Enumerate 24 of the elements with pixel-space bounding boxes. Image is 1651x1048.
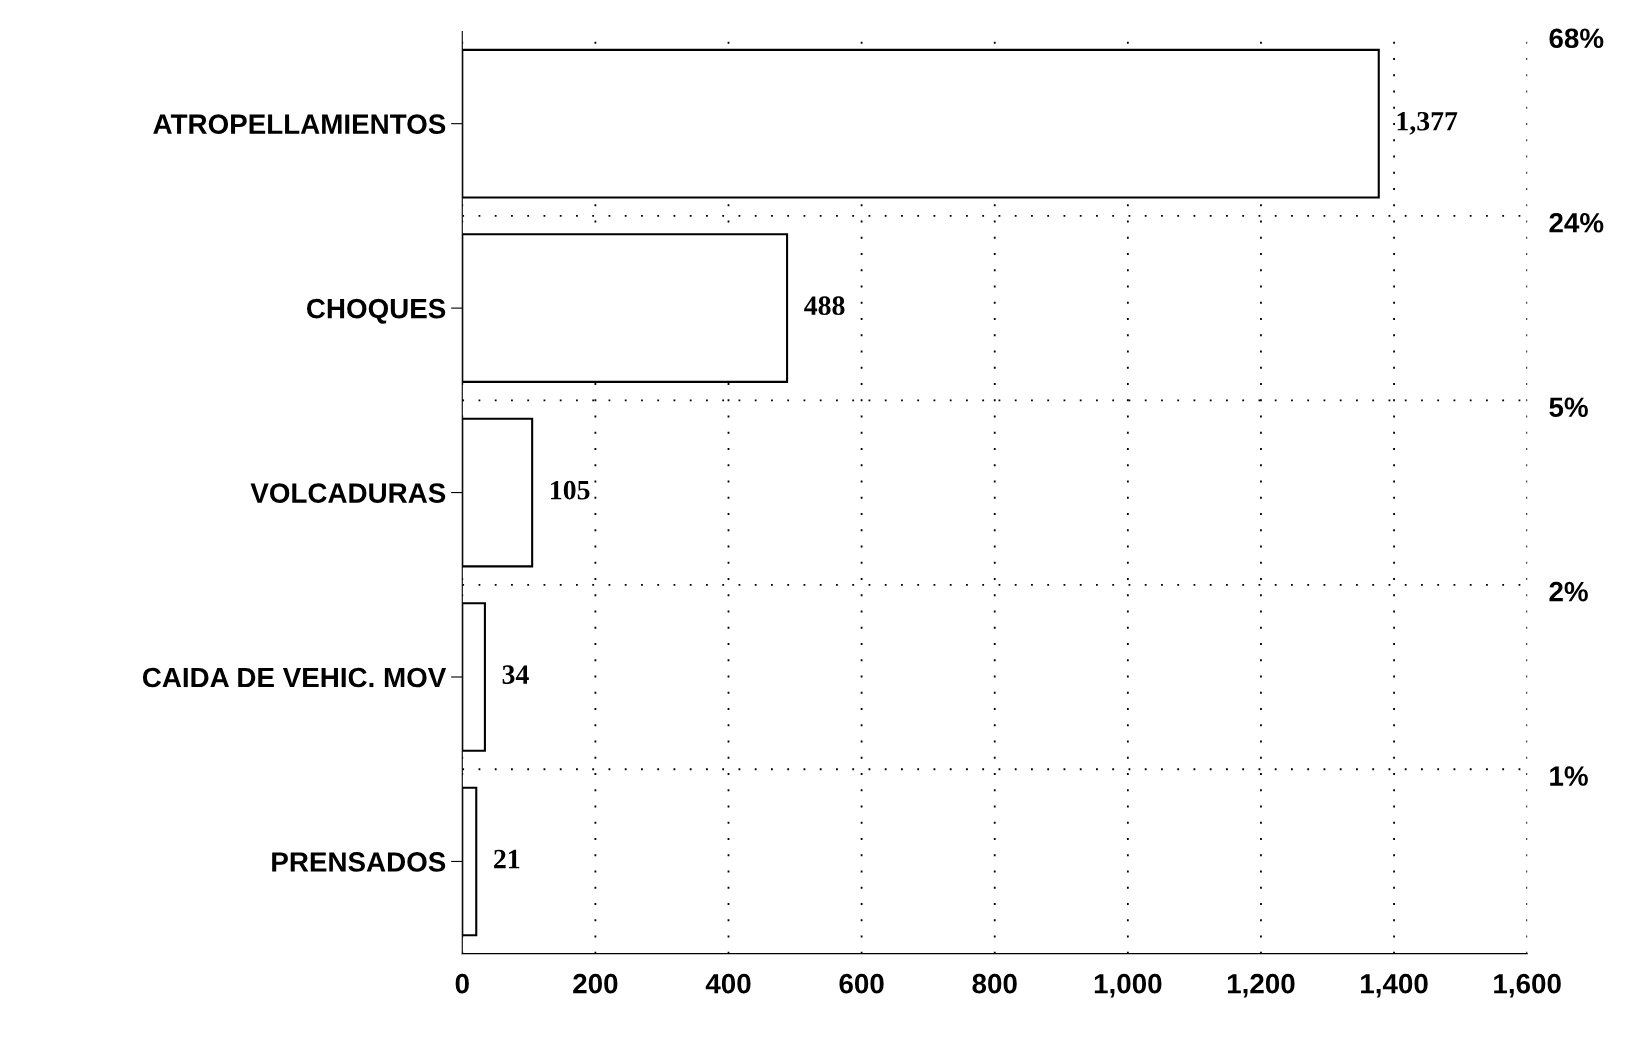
data-label: 105 [551,480,590,500]
x-tick-label: 200 [573,973,618,994]
x-tick-label: 1,400 [1361,973,1428,998]
y-tick-label: CAIDA DE VEHIC. MOV [142,667,447,688]
text: 24% [1549,212,1604,233]
text: 1% [1550,766,1588,786]
text: 2% [1549,581,1588,602]
data-label: 1,377 [1397,111,1458,135]
x-tick-label: 1,000 [1094,973,1162,998]
data-label: 34 [502,665,529,684]
x-tick-label: 1,600 [1494,973,1561,998]
data-label: 488 [804,296,845,316]
y-tick-label: VOLCADURAS [250,483,446,503]
y-tick-label: PRENSADOS [272,852,446,872]
x-tick-label: 800 [972,973,1017,994]
y-tick-label: CHOQUES [307,298,446,324]
x-tick-label: 400 [705,973,751,994]
x-tick-label: 1,200 [1227,973,1295,998]
text: 68% [1549,28,1604,49]
y-tick-label: ATROPELLAMIENTOS [153,114,446,134]
x-tick-label: 0 [455,973,469,994]
text: 5% [1549,397,1588,418]
data-label: 21 [494,849,520,869]
x-tick-label: 600 [839,973,884,994]
